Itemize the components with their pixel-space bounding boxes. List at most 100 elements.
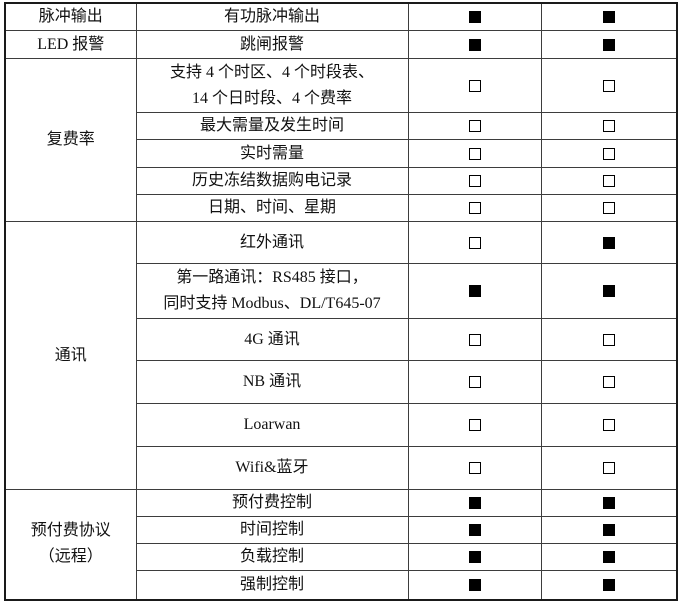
category-cell: 通讯 (4, 221, 137, 490)
feature-label: Loarwan (243, 416, 301, 433)
feature-cell: 第一路通讯：RS485 接口， 同时支持 Modbus、DL/T645-07 (135, 263, 409, 319)
feature-label: 有功脉冲输出 (223, 8, 320, 25)
table-row: 负载控制 (5, 543, 678, 571)
checkbox-filled-icon (602, 497, 615, 510)
support-cell-2 (540, 58, 678, 113)
checkbox-empty-icon (468, 236, 481, 249)
checkbox-empty-icon (602, 120, 615, 133)
feature-cell: 有功脉冲输出 (135, 2, 409, 31)
support-cell-1 (407, 112, 542, 140)
feature-cell: 跳闸报警 (135, 30, 409, 59)
feature-label: 红外通讯 (239, 233, 304, 251)
feature-label: 时间控制 (239, 521, 304, 538)
checkbox-filled-icon (602, 236, 615, 249)
support-cell-2 (540, 516, 678, 544)
feature-cell: 4G 通讯 (135, 318, 409, 361)
table-row: Loarwan (5, 403, 678, 447)
feature-cell: Loarwan (135, 403, 409, 447)
support-cell-2 (540, 139, 678, 168)
feature-label: 支持 4 个时区、4 个时段表、 (169, 63, 374, 81)
support-cell-1 (407, 167, 542, 195)
table-row: 实时需量 (5, 139, 678, 168)
feature-cell: 负载控制 (135, 543, 409, 571)
feature-cell: 红外通讯 (135, 221, 409, 264)
support-cell-2 (540, 360, 678, 404)
support-cell-2 (540, 2, 678, 31)
support-cell-1 (407, 403, 542, 447)
checkbox-empty-icon (602, 376, 615, 389)
feature-label: 同时支持 Modbus、DL/T645-07 (163, 295, 381, 312)
support-cell-1 (407, 446, 542, 490)
checkbox-filled-icon (468, 497, 481, 510)
table-row: Wifi&蓝牙 (5, 446, 678, 490)
checkbox-empty-icon (602, 147, 615, 160)
support-cell-2 (540, 194, 678, 222)
support-cell-1 (407, 543, 542, 571)
checkbox-filled-icon (602, 285, 615, 298)
support-cell-1 (407, 221, 542, 264)
feature-label: 跳闸报警 (239, 35, 304, 53)
feature-label: 日期、时间、星期 (207, 199, 336, 216)
checkbox-empty-icon (602, 202, 615, 215)
checkbox-filled-icon (468, 11, 481, 24)
checkbox-filled-icon (468, 579, 481, 592)
support-cell-2 (540, 543, 678, 571)
support-cell-2 (540, 221, 678, 264)
table-row: NB 通讯 (5, 360, 678, 404)
support-cell-1 (407, 30, 542, 59)
feature-cell: 实时需量 (135, 139, 409, 168)
table-row: 脉冲输出 有功脉冲输出 (4, 2, 678, 31)
table-row: 通讯 红外通讯 (4, 221, 678, 490)
support-cell-2 (540, 167, 678, 195)
support-cell-1 (407, 360, 542, 404)
feature-label: 预付费控制 (231, 494, 312, 511)
support-cell-1 (407, 263, 542, 319)
checkbox-empty-icon (468, 120, 481, 133)
feature-cell: 日期、时间、星期 (135, 194, 409, 222)
checkbox-empty-icon (468, 462, 481, 475)
table-row: LED 报警 跳闸报警 (4, 30, 678, 59)
feature-cell: Wifi&蓝牙 (135, 446, 409, 490)
feature-label: 负载控制 (239, 548, 304, 565)
category-label: （远程） (38, 548, 103, 566)
feature-label: 实时需量 (239, 144, 304, 162)
support-cell-2 (540, 570, 678, 600)
checkbox-empty-icon (602, 333, 615, 346)
category-cell: 复费率 (4, 58, 137, 222)
feature-cell: 时间控制 (135, 516, 409, 544)
table-row: 最大需量及发生时间 (5, 112, 678, 140)
table-row: 复费率 支持 4 个时区、4 个时段表、 14 个日时段、4 个费率 (4, 58, 678, 222)
table-row: 强制控制 (5, 570, 678, 600)
checkbox-filled-icon (468, 524, 481, 537)
checkbox-filled-icon (602, 551, 615, 564)
feature-cell: NB 通讯 (135, 360, 409, 404)
checkbox-filled-icon (468, 551, 481, 564)
category-cell: 脉冲输出 (4, 2, 137, 31)
checkbox-empty-icon (468, 175, 481, 188)
checkbox-empty-icon (468, 147, 481, 160)
support-cell-1 (407, 58, 542, 113)
support-cell-2 (540, 318, 678, 361)
feature-label: 历史冻结数据购电记录 (191, 172, 352, 189)
support-cell-1 (407, 570, 542, 600)
support-cell-1 (407, 139, 542, 168)
support-cell-1 (407, 516, 542, 544)
support-cell-2 (540, 30, 678, 59)
checkbox-empty-icon (468, 376, 481, 389)
support-cell-2 (540, 489, 678, 517)
feature-support-table: 脉冲输出 有功脉冲输出 LED 报警 跳闸报警 复费率 支持 4 个时区、4 个时段表、 1… (4, 2, 678, 601)
support-cell-1 (407, 489, 542, 517)
checkbox-filled-icon (602, 11, 615, 24)
checkbox-empty-icon (602, 419, 615, 432)
checkbox-empty-icon (602, 175, 615, 188)
table-body: 脉冲输出 有功脉冲输出 LED 报警 跳闸报警 复费率 支持 4 个时区、4 个时段表、 1… (4, 2, 678, 600)
category-label: 复费率 (46, 131, 95, 148)
support-cell-1 (407, 2, 542, 31)
category-cell: LED 报警 (4, 30, 137, 59)
feature-label: 第一路通讯：RS485 接口， (176, 269, 368, 286)
feature-cell: 预付费控制 (135, 489, 409, 517)
feature-cell: 最大需量及发生时间 (135, 112, 409, 140)
checkbox-filled-icon (602, 579, 615, 592)
support-cell-2 (540, 112, 678, 140)
